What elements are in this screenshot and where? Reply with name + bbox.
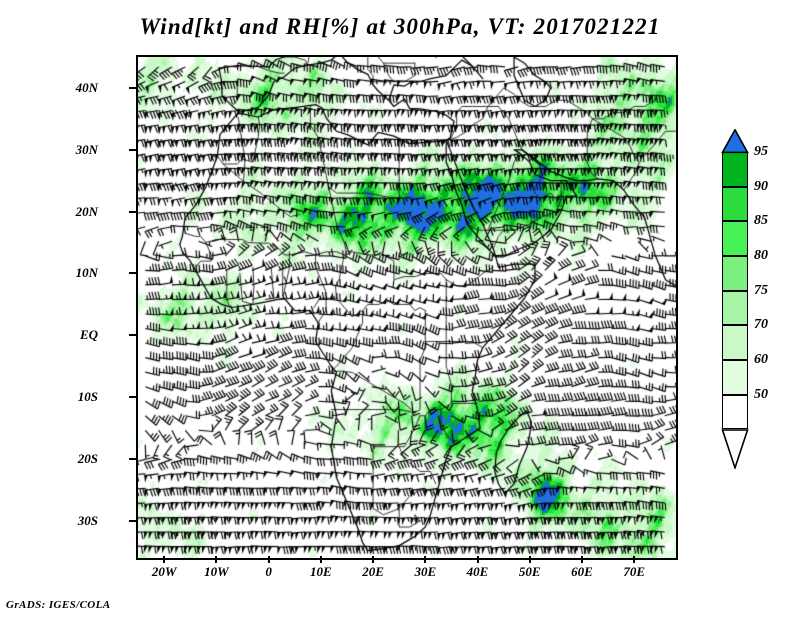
y-axis-label-10s: 10S xyxy=(77,389,98,405)
x-axis-tick-50e xyxy=(528,556,531,563)
colorbar-segment-1 xyxy=(722,152,748,187)
y-axis-tick-30s xyxy=(129,519,136,522)
colorbar-label-95: 95 xyxy=(754,144,768,159)
x-axis-label-50e: 50E xyxy=(518,564,541,579)
colorbar-label-85: 85 xyxy=(754,213,768,229)
colorbar-segment-6 xyxy=(722,325,748,360)
colorbar-segment-4 xyxy=(722,256,748,291)
colorbar-label-60: 60 xyxy=(754,352,768,367)
x-axis-tick-40e xyxy=(476,556,479,563)
colorbar-label-90: 90 xyxy=(754,178,768,194)
x-axis-label-60e: 60E xyxy=(571,564,593,579)
colorbar-label-70: 70 xyxy=(754,317,768,333)
x-axis-label-30e: 30E xyxy=(414,564,437,579)
y-axis-label-10n: 10N xyxy=(75,265,98,281)
x-axis-label-10w: 10W xyxy=(204,564,229,579)
colorbar-label-80: 80 xyxy=(754,248,768,263)
x-axis-label-40e: 40E xyxy=(466,564,489,579)
x-axis-tick-10e xyxy=(319,556,322,563)
y-axis-label-30s: 30S xyxy=(77,512,98,528)
y-axis-tick-10s xyxy=(129,396,136,399)
x-axis-tick-10w xyxy=(215,556,218,563)
colorbar-top-arrow-outline xyxy=(721,129,749,154)
y-axis-label-eq: EQ xyxy=(79,327,98,343)
x-axis-tick-70e xyxy=(633,556,636,563)
colorbar-bottom-arrow-outline xyxy=(721,429,749,470)
x-axis-tick-30e xyxy=(424,556,427,563)
x-axis-label-20e: 20E xyxy=(362,564,384,579)
x-axis-tick-20w xyxy=(163,556,166,563)
x-axis-label-0: 0 xyxy=(265,564,272,579)
colorbar-segment-2 xyxy=(722,186,748,222)
x-axis-tick-0 xyxy=(267,556,270,563)
y-axis-label-20s: 20S xyxy=(77,451,98,467)
y-axis-label-40n: 40N xyxy=(75,79,98,95)
page-title: Wind[kt] and RH[%] at 300hPa, VT: 201702… xyxy=(139,14,661,39)
y-axis-tick-30n xyxy=(129,148,136,151)
colorbar-label-50: 50 xyxy=(754,386,768,402)
x-axis-tick-60e xyxy=(580,556,583,563)
footer-credit: GrADS: IGES/COLA xyxy=(6,599,111,611)
x-axis-tick-20e xyxy=(372,556,375,563)
y-axis-tick-eq xyxy=(129,334,136,337)
colorbar-label-75: 75 xyxy=(754,282,768,298)
colorbar xyxy=(722,152,748,430)
y-axis-tick-20s xyxy=(129,458,136,461)
map-plot-area xyxy=(136,55,678,560)
colorbar-segment-3 xyxy=(722,221,748,256)
y-axis-tick-40n xyxy=(129,86,136,89)
y-axis-tick-20n xyxy=(129,210,136,213)
x-axis-label-70e: 70E xyxy=(623,564,646,579)
y-axis-label-20n: 20N xyxy=(75,203,98,219)
colorbar-segment-7 xyxy=(722,360,748,395)
x-axis-label-10e: 10E xyxy=(309,564,332,579)
x-axis-label-20w: 20W xyxy=(151,564,177,579)
colorbar-segment-8 xyxy=(722,394,748,430)
map-canvas xyxy=(138,57,676,558)
y-axis-label-30n: 30N xyxy=(75,141,98,157)
y-axis-tick-10n xyxy=(129,272,136,275)
colorbar-segment-5 xyxy=(722,290,748,326)
